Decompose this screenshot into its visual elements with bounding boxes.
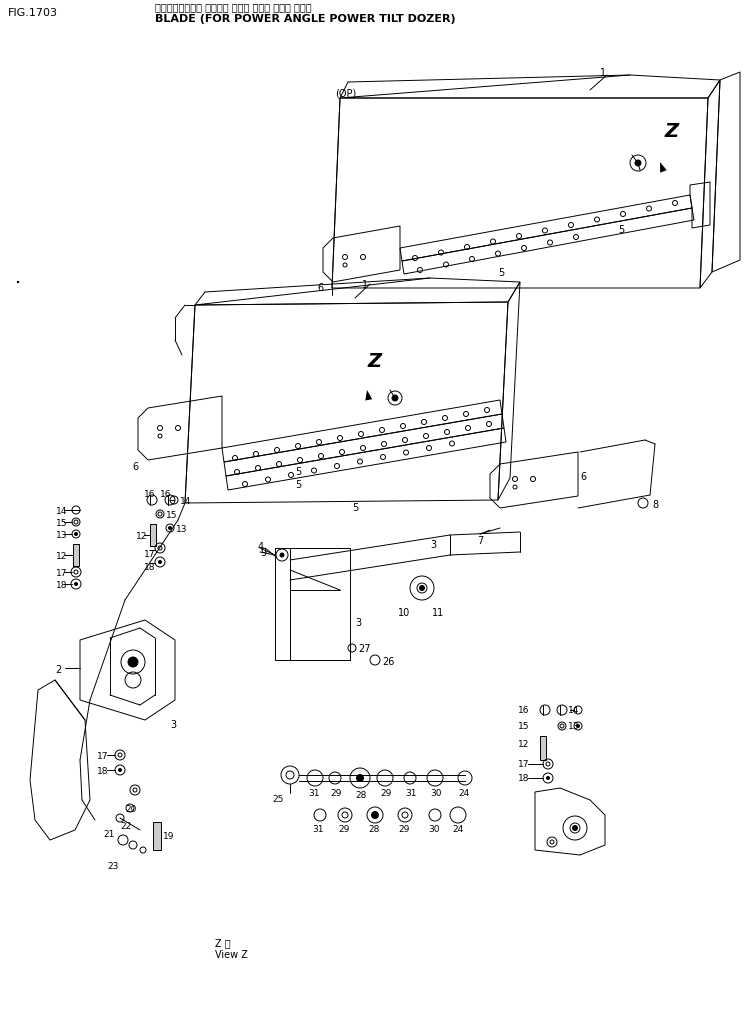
Circle shape (280, 553, 284, 557)
Text: 26: 26 (382, 657, 395, 666)
Circle shape (635, 160, 641, 166)
Text: 6: 6 (132, 462, 138, 472)
Text: 5: 5 (498, 268, 505, 278)
Text: 30: 30 (428, 825, 440, 834)
Text: FIG.1703: FIG.1703 (8, 8, 58, 18)
Text: 15: 15 (166, 511, 178, 520)
Text: Z: Z (368, 352, 382, 371)
Text: 16: 16 (160, 490, 172, 499)
Text: 1: 1 (600, 68, 606, 78)
Text: 18: 18 (144, 563, 156, 572)
Text: 5: 5 (295, 480, 301, 490)
Circle shape (128, 657, 138, 666)
Text: 11: 11 (432, 608, 444, 618)
Bar (73, 544, 79, 566)
Text: 24: 24 (458, 789, 469, 798)
Circle shape (546, 776, 550, 780)
Circle shape (74, 582, 78, 586)
Text: 30: 30 (430, 789, 441, 798)
Text: View Z: View Z (215, 950, 248, 960)
Text: Z: Z (665, 122, 679, 141)
Circle shape (158, 560, 162, 564)
Text: 18: 18 (518, 774, 529, 783)
Text: 22: 22 (120, 822, 131, 831)
Text: (OP): (OP) (335, 88, 356, 98)
Text: 1: 1 (362, 280, 368, 290)
Circle shape (356, 774, 364, 782)
Text: 12: 12 (136, 532, 148, 541)
Bar (150, 524, 156, 546)
Circle shape (74, 532, 78, 536)
Text: 6: 6 (317, 283, 323, 293)
Text: 17: 17 (518, 760, 529, 769)
Text: 5: 5 (352, 503, 358, 513)
Text: 3: 3 (170, 720, 176, 731)
Circle shape (168, 526, 172, 530)
Text: 14: 14 (568, 706, 579, 715)
Text: 15: 15 (518, 722, 529, 731)
Circle shape (419, 585, 425, 591)
Text: BLADE (FOR POWER ANGLE POWER TILT DOZER): BLADE (FOR POWER ANGLE POWER TILT DOZER) (155, 14, 456, 24)
Text: 14: 14 (180, 497, 191, 506)
Text: 29: 29 (398, 825, 410, 834)
Text: 29: 29 (380, 789, 392, 798)
Text: 16: 16 (518, 706, 529, 715)
Circle shape (572, 825, 578, 831)
Text: 21: 21 (103, 830, 114, 839)
Bar (153, 822, 161, 850)
Text: 18: 18 (97, 767, 108, 776)
Text: 27: 27 (358, 644, 370, 654)
Text: 13: 13 (568, 722, 580, 731)
Text: 28: 28 (355, 791, 367, 800)
Text: 14: 14 (56, 507, 67, 516)
Polygon shape (365, 390, 372, 400)
Text: 6: 6 (580, 472, 586, 482)
Text: 29: 29 (330, 789, 341, 798)
Polygon shape (660, 162, 666, 173)
Text: 20: 20 (125, 805, 136, 814)
Text: 31: 31 (312, 825, 324, 834)
Circle shape (17, 280, 19, 283)
Text: 16: 16 (144, 490, 156, 499)
Text: 29: 29 (338, 825, 349, 834)
Text: 5: 5 (295, 467, 301, 477)
Text: 8: 8 (652, 500, 658, 510)
Circle shape (576, 724, 580, 728)
Text: 9: 9 (260, 548, 266, 558)
Text: 24: 24 (452, 825, 463, 834)
Text: 31: 31 (308, 789, 319, 798)
Text: 5: 5 (618, 225, 624, 235)
Circle shape (371, 811, 379, 819)
Text: 7: 7 (477, 536, 483, 546)
Text: 25: 25 (272, 795, 283, 804)
Text: 17: 17 (56, 569, 68, 578)
Text: 4: 4 (258, 542, 264, 552)
Text: 19: 19 (163, 832, 175, 841)
Text: 31: 31 (405, 789, 416, 798)
Text: 23: 23 (107, 862, 118, 871)
Text: 12: 12 (56, 552, 67, 561)
Text: 2: 2 (55, 665, 61, 675)
Text: Z 機: Z 機 (215, 938, 230, 948)
Text: 17: 17 (144, 550, 156, 559)
Text: 10: 10 (398, 608, 410, 618)
Text: ブレード（パワー アングル パワー チルト ドーザ ヨウ）: ブレード（パワー アングル パワー チルト ドーザ ヨウ） (155, 2, 312, 12)
Text: 3: 3 (430, 539, 436, 550)
Text: 3: 3 (355, 618, 361, 628)
Text: 17: 17 (97, 752, 108, 761)
Text: 15: 15 (56, 519, 68, 528)
Text: 18: 18 (56, 581, 68, 590)
Circle shape (392, 395, 398, 401)
Text: 12: 12 (518, 740, 529, 749)
Text: 13: 13 (56, 531, 68, 539)
Text: 28: 28 (368, 825, 380, 834)
Circle shape (118, 768, 122, 772)
Bar (540, 736, 546, 760)
Text: 13: 13 (176, 525, 187, 534)
